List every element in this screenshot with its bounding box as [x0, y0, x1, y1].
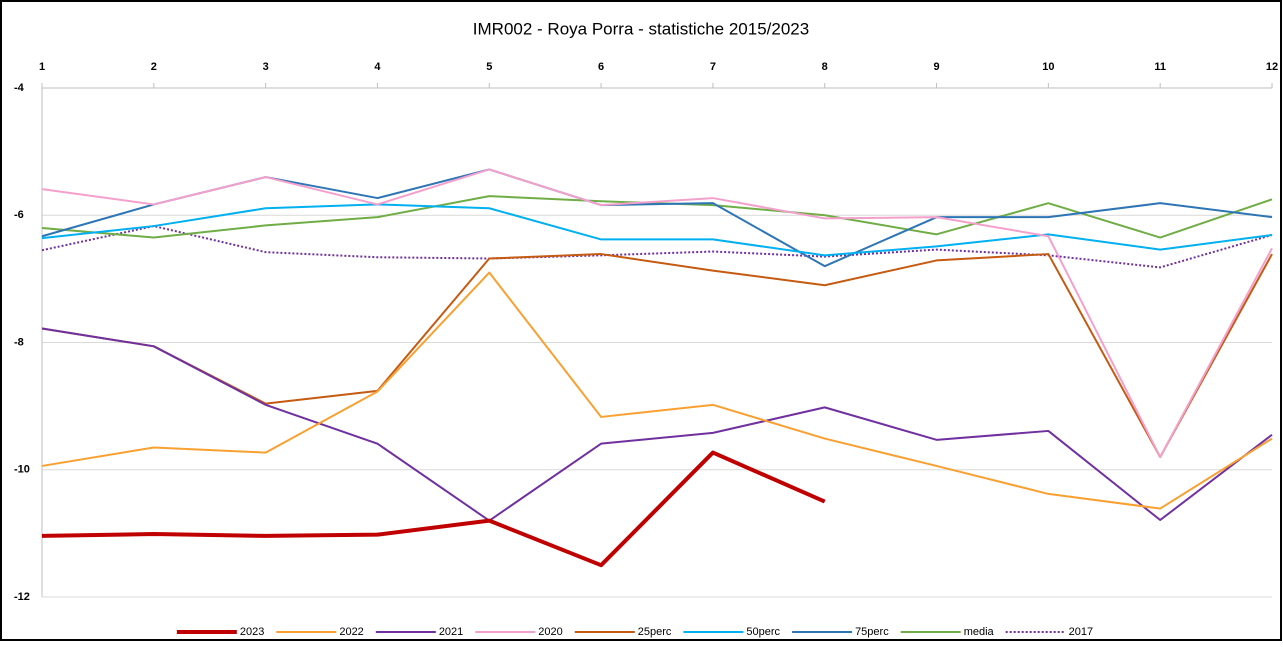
x-tick-label: 6 [598, 61, 604, 73]
x-tick-label: 3 [263, 61, 269, 73]
x-tick-label: 8 [822, 61, 828, 73]
x-tick-label: 9 [933, 61, 939, 73]
series-line [41, 225, 1273, 269]
x-tick-label: 10 [1042, 61, 1054, 73]
y-tick-label: -10 [14, 464, 30, 476]
x-tick-label: 7 [710, 61, 716, 73]
chart-title: IMR002 - Roya Porra - statistiche 2015/2… [473, 19, 809, 38]
legend-label: 2020 [538, 626, 562, 638]
series-line [41, 168, 1273, 459]
series-line [41, 271, 1273, 510]
legend-label: media [964, 626, 995, 638]
x-tick-label: 2 [151, 61, 157, 73]
legend-label: 2022 [339, 626, 363, 638]
y-tick-label: -8 [14, 336, 24, 348]
x-tick-label: 5 [486, 61, 492, 73]
legend-label: 75perc [855, 626, 889, 638]
series-line [41, 327, 1273, 522]
x-tick-label: 4 [374, 61, 381, 73]
legend-label: 2021 [439, 626, 463, 638]
x-tick-label: 1 [39, 61, 45, 73]
x-tick-label: 11 [1154, 61, 1166, 73]
legend-label: 2017 [1069, 626, 1093, 638]
legend: 2023 2022 2021 2020 25perc 50perc 75perc media 2… [176, 626, 1093, 638]
series-line [41, 203, 1273, 257]
legend-label: 25perc [638, 626, 672, 638]
legend-label: 50perc [746, 626, 780, 638]
legend-label: 2023 [240, 626, 264, 638]
series-line [41, 450, 826, 568]
y-tick-label: -12 [14, 591, 30, 603]
y-tick-label: -4 [14, 82, 25, 94]
y-tick-label: -6 [14, 209, 24, 221]
x-tick-label: 12 [1266, 61, 1278, 73]
